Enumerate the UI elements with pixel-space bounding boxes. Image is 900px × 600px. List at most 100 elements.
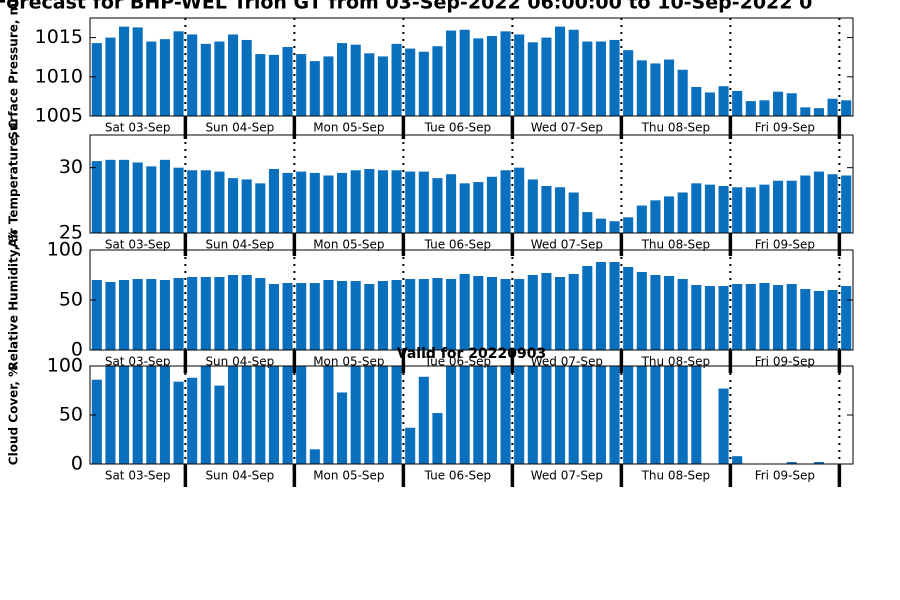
x-tick-label: Fri 09-Sep bbox=[755, 469, 815, 483]
bar bbox=[132, 279, 143, 350]
x-tick-label: Sun 04-Sep bbox=[205, 355, 274, 369]
bar bbox=[241, 179, 252, 233]
bar bbox=[405, 48, 416, 116]
bar bbox=[119, 26, 130, 116]
bar bbox=[664, 366, 675, 464]
bar bbox=[159, 366, 170, 464]
bar bbox=[377, 56, 388, 116]
bar bbox=[718, 185, 729, 233]
bar bbox=[595, 41, 606, 116]
bar bbox=[282, 366, 293, 464]
bar bbox=[200, 43, 211, 116]
bar bbox=[391, 43, 402, 116]
bar bbox=[377, 170, 388, 233]
bar bbox=[486, 366, 497, 464]
bar bbox=[296, 54, 307, 116]
x-tick-label: Sat 03-Sep bbox=[105, 355, 171, 369]
bar bbox=[255, 278, 266, 350]
bar bbox=[446, 279, 457, 350]
bar bbox=[773, 91, 784, 116]
bar bbox=[609, 262, 620, 350]
bar bbox=[187, 277, 198, 350]
y-tick-label: 50 bbox=[59, 404, 83, 426]
bar bbox=[514, 167, 525, 233]
bar bbox=[159, 39, 170, 116]
bar bbox=[677, 279, 688, 350]
bar bbox=[296, 171, 307, 233]
bar bbox=[595, 366, 606, 464]
y-tick-label: 50 bbox=[59, 289, 83, 311]
bar bbox=[623, 366, 634, 464]
bar bbox=[146, 166, 157, 233]
bar bbox=[405, 427, 416, 464]
bar bbox=[418, 51, 429, 116]
bar bbox=[527, 179, 538, 233]
bar bbox=[527, 366, 538, 464]
bar bbox=[391, 170, 402, 233]
bar bbox=[609, 39, 620, 117]
bar bbox=[813, 462, 824, 464]
bar bbox=[827, 98, 838, 116]
bar bbox=[105, 366, 116, 464]
bar bbox=[473, 366, 484, 464]
bar bbox=[813, 291, 824, 350]
chart-title: Forecast for BHP-WEL Trion GT from 03-Se… bbox=[0, 0, 812, 14]
bar bbox=[132, 162, 143, 233]
y-tick-label: 25 bbox=[59, 222, 83, 244]
bar bbox=[555, 366, 566, 464]
bar bbox=[309, 283, 320, 350]
bar bbox=[514, 34, 525, 116]
bar bbox=[119, 159, 130, 233]
bar bbox=[350, 281, 361, 350]
bar bbox=[582, 266, 593, 350]
bar bbox=[132, 366, 143, 464]
bar bbox=[173, 31, 184, 116]
bar bbox=[323, 56, 334, 116]
bar bbox=[541, 366, 552, 464]
bar bbox=[173, 278, 184, 350]
bar bbox=[146, 41, 157, 116]
x-tick-label: Sat 03-Sep bbox=[105, 121, 171, 135]
bar bbox=[228, 34, 239, 116]
bar bbox=[146, 366, 157, 464]
bar bbox=[391, 366, 402, 464]
axes-box bbox=[89, 134, 854, 234]
bar bbox=[268, 54, 279, 116]
bar bbox=[568, 274, 579, 350]
y-tick-label: 100 bbox=[47, 239, 83, 261]
bar bbox=[173, 167, 184, 233]
bar bbox=[459, 274, 470, 350]
bar bbox=[187, 377, 198, 464]
bar bbox=[337, 392, 348, 464]
y-tick-label: 0 bbox=[71, 453, 83, 475]
bar bbox=[527, 275, 538, 350]
bar bbox=[759, 184, 770, 233]
bar bbox=[609, 366, 620, 464]
y-tick-label: 0 bbox=[71, 339, 83, 361]
x-tick-label: Sat 03-Sep bbox=[105, 469, 171, 483]
x-tick-label: Sun 04-Sep bbox=[205, 469, 274, 483]
y-axis-label: Cloud Cover, % bbox=[7, 365, 21, 465]
y-tick-label: 1005 bbox=[35, 105, 83, 127]
bar bbox=[636, 60, 647, 116]
bar bbox=[773, 285, 784, 350]
bar bbox=[541, 273, 552, 350]
bar bbox=[786, 462, 797, 464]
bar bbox=[691, 183, 702, 233]
bar bbox=[418, 171, 429, 233]
bar bbox=[323, 280, 334, 350]
x-tick-label: Tue 06-Sep bbox=[424, 355, 492, 369]
bar bbox=[650, 275, 661, 350]
bar bbox=[500, 279, 511, 350]
bar bbox=[514, 279, 525, 350]
x-tick-label: Tue 06-Sep bbox=[424, 469, 492, 483]
bar bbox=[623, 217, 634, 233]
bar bbox=[350, 366, 361, 464]
bar bbox=[228, 178, 239, 233]
bar bbox=[405, 171, 416, 233]
bar bbox=[664, 196, 675, 233]
bar bbox=[418, 376, 429, 464]
x-tick-label: Wed 07-Sep bbox=[531, 121, 603, 135]
